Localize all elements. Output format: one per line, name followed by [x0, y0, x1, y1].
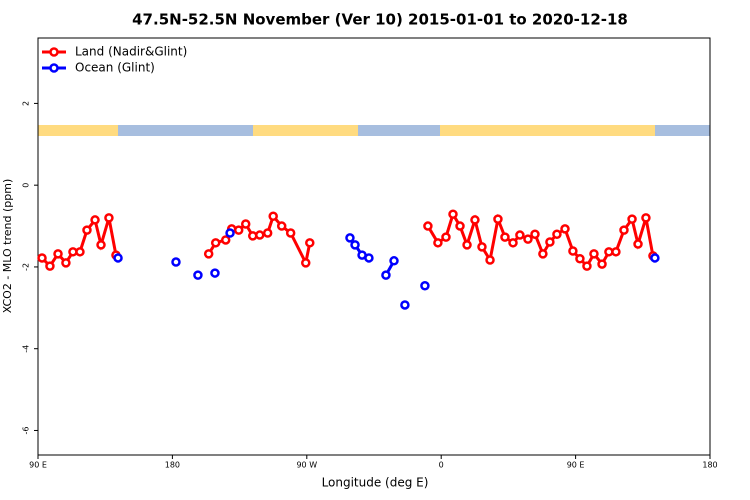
point	[485, 255, 495, 265]
point	[568, 246, 578, 256]
point	[203, 249, 214, 259]
point	[523, 234, 533, 244]
x-tick-label: 0	[439, 461, 444, 470]
legend-marker	[49, 63, 59, 73]
point	[389, 256, 399, 266]
point	[345, 233, 355, 243]
legend-marker	[49, 47, 59, 57]
point	[462, 240, 472, 250]
point	[210, 238, 221, 248]
point	[400, 300, 410, 310]
point	[515, 230, 525, 240]
land-mask-strip	[38, 125, 710, 136]
plot-frame	[37, 37, 711, 456]
y-tick-label: -2	[22, 263, 31, 271]
x-tick-label: 90 E	[567, 461, 585, 470]
point	[276, 221, 287, 231]
point	[61, 258, 71, 268]
point	[193, 270, 203, 280]
point	[611, 247, 621, 257]
point	[619, 225, 629, 235]
point	[545, 237, 555, 247]
point	[597, 259, 607, 269]
point	[530, 229, 540, 239]
point	[575, 254, 585, 264]
x-tick-label: 180	[165, 461, 180, 470]
point	[45, 261, 55, 271]
point	[500, 232, 510, 242]
point	[285, 228, 296, 238]
point	[350, 240, 360, 250]
x-tick-label: 180	[702, 461, 717, 470]
point	[90, 215, 100, 225]
point	[255, 230, 265, 240]
point	[477, 242, 487, 252]
point	[364, 253, 374, 263]
point	[552, 229, 562, 239]
y-tick-label: -6	[22, 426, 31, 434]
point	[53, 249, 63, 259]
point	[420, 280, 430, 291]
point	[104, 213, 114, 223]
x-tick-label: 90 E	[29, 461, 47, 470]
point	[37, 253, 47, 263]
point	[582, 261, 592, 271]
point	[233, 225, 244, 235]
y-tick-label: -4	[22, 345, 31, 353]
legend-label: Ocean (Glint)	[75, 61, 155, 75]
point	[381, 270, 391, 280]
point	[448, 209, 458, 219]
legend-label: Land (Nadir&Glint)	[75, 45, 187, 59]
point	[641, 213, 651, 223]
point	[171, 257, 181, 267]
point	[508, 238, 518, 248]
point	[240, 219, 251, 229]
x-tick-label: 90 W	[296, 461, 317, 470]
point	[301, 258, 311, 268]
point	[627, 214, 637, 224]
point	[305, 238, 315, 248]
point	[113, 253, 123, 263]
point	[538, 249, 548, 259]
point	[633, 239, 643, 249]
point	[268, 211, 278, 221]
point	[75, 247, 85, 257]
y-axis-label: XCO2 - MLO trend (ppm)	[1, 179, 14, 314]
point	[650, 253, 660, 263]
point	[493, 214, 503, 224]
point	[470, 215, 480, 225]
point	[82, 225, 92, 235]
point	[441, 232, 451, 242]
point	[433, 238, 443, 248]
point	[225, 228, 235, 238]
y-tick-label: 0	[22, 183, 31, 188]
point	[560, 224, 570, 234]
y-tick-label: 2	[22, 101, 31, 106]
point	[423, 221, 433, 231]
point	[455, 221, 465, 231]
point	[210, 268, 220, 278]
point	[220, 235, 231, 245]
point	[589, 249, 599, 259]
point	[262, 228, 273, 238]
chart-title: 47.5N-52.5N November (Ver 10) 2015-01-01…	[132, 11, 628, 29]
point	[96, 240, 106, 250]
x-axis-label: Longitude (deg E)	[322, 476, 429, 490]
